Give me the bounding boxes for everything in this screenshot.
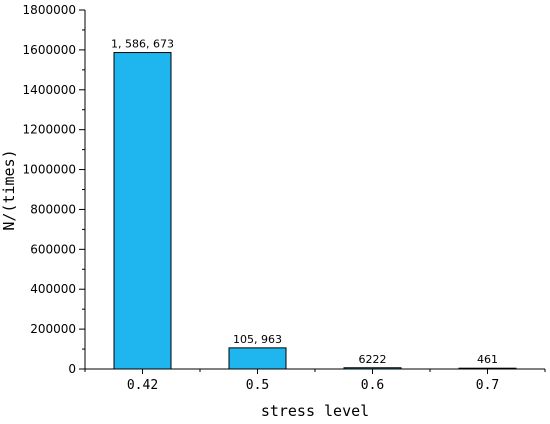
y-tick-label: 200000	[30, 322, 76, 336]
data-label: 6222	[359, 353, 387, 366]
y-axis: 0 200000 400000 600000 800000 1000000 1200000 1…	[23, 3, 86, 376]
bars	[113, 52, 517, 370]
y-tick-label: 600000	[30, 242, 76, 256]
y-tick-label: 1600000	[23, 43, 76, 57]
x-tick-label: 0.5	[246, 378, 269, 393]
bar	[458, 367, 517, 370]
y-axis-title: N/(times)	[0, 149, 18, 230]
data-label: 105, 963	[233, 333, 282, 346]
x-axis: 0.42 0.5 0.6 0.7	[84, 368, 546, 393]
bar	[228, 347, 287, 370]
x-axis-title: stress level	[261, 402, 369, 420]
y-tick-label: 400000	[30, 282, 76, 296]
bar	[343, 367, 402, 370]
data-label: 461	[477, 353, 498, 366]
x-tick-label: 0.6	[361, 378, 384, 393]
data-labels: 1, 586, 673 105, 963 6222 461	[111, 38, 498, 367]
y-tick-label: 1800000	[23, 3, 76, 17]
y-tick-label: 1200000	[23, 123, 76, 137]
x-tick-label: 0.7	[476, 378, 499, 393]
x-tick-label: 0.42	[127, 378, 158, 393]
y-tick-label: 800000	[30, 202, 76, 216]
y-tick-label: 1000000	[23, 163, 76, 177]
bar	[113, 52, 172, 370]
data-label: 1, 586, 673	[111, 38, 174, 51]
y-tick-label: 0	[68, 362, 76, 376]
y-tick-label: 1400000	[23, 83, 76, 97]
